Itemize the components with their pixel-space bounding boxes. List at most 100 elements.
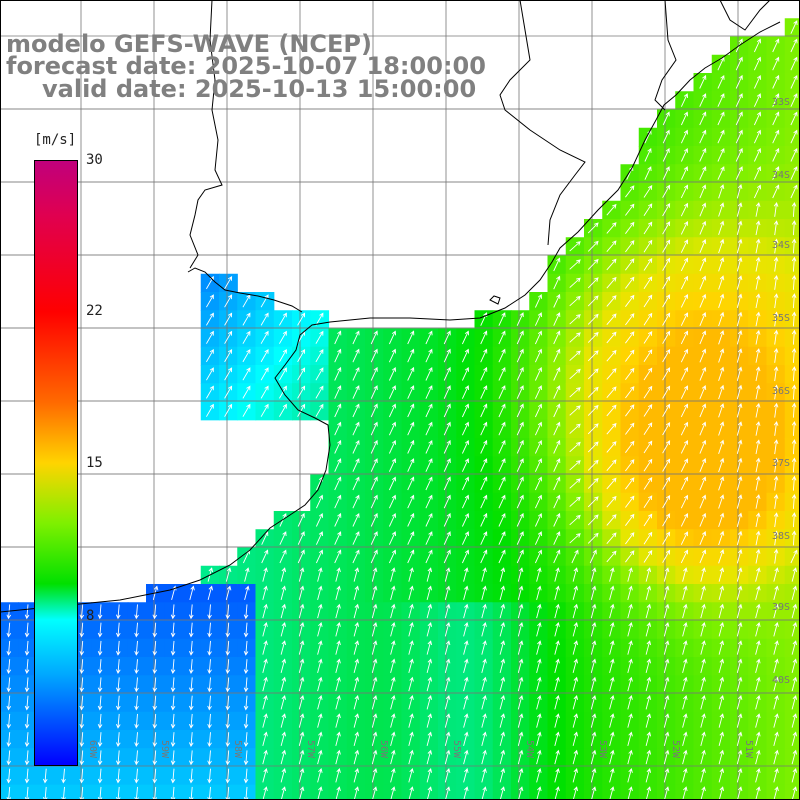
wind-arrow [791,402,797,418]
wind-arrow [170,677,176,693]
wind-arrow [587,441,599,453]
wind-arrow [791,293,797,309]
wind-arrow [772,93,780,107]
wind-arrow [297,403,306,417]
wind-speed-cell [638,492,658,512]
wind-arrow [589,549,597,564]
wind-arrow [772,38,780,53]
wind-arrow [297,512,305,527]
wind-arrow [334,385,342,399]
wind-arrow [534,293,543,308]
wind-arrow [791,475,797,491]
wind-arrow [207,640,212,656]
wind-arrow [480,385,488,399]
wind-arrow [390,767,396,783]
wind-arrow [207,659,212,675]
wind-arrow [718,202,725,217]
wind-arrow [645,585,652,601]
wind-arrow [791,220,797,236]
wind-arrow [481,585,487,601]
wind-arrow [662,221,671,235]
wind-arrow [606,514,617,526]
wind-arrow [461,385,470,399]
wind-arrow [736,183,743,199]
wind-arrow [407,366,415,381]
wind-arrow [773,384,779,400]
wind-arrow [425,494,433,509]
wind-arrow [334,476,342,491]
wind-arrow [335,676,341,692]
wind-arrow [353,640,360,655]
wind-arrow [536,640,542,655]
wind-arrow [625,313,635,326]
wind-arrow [425,348,433,363]
wind-arrow [24,750,30,766]
wind-arrow [188,713,194,729]
wind-arrow [773,475,779,491]
wind-arrow [280,731,287,747]
wind-arrow [554,694,560,710]
wind-arrow [408,676,414,692]
wind-arrow [426,585,433,601]
wind-arrow [334,494,342,509]
wind-arrow [790,549,798,564]
wind-arrow [224,312,233,326]
wind-speed-cell [602,474,622,494]
wind-arrow [352,403,360,418]
wind-arrow [408,567,414,582]
wind-arrow [97,786,103,800]
wind-arrow [553,439,561,454]
wind-arrow [534,476,543,491]
wind-arrow [554,749,560,765]
wind-arrow [753,38,762,53]
wind-arrow [279,403,287,417]
wind-arrow [390,585,396,601]
wind-arrow [480,494,488,509]
wind-arrow [663,585,670,601]
wind-arrow [736,640,743,655]
wind-arrow [753,184,762,199]
wind-arrow [480,330,488,345]
wind-arrow [42,768,48,784]
wind-arrow [717,129,725,144]
wind-arrow [572,713,579,728]
lon-label-57w: 57W [305,740,316,759]
wind-arrow [680,549,689,564]
wind-arrow [280,658,287,674]
wind-arrow [680,147,689,162]
wind-arrow [553,348,561,363]
wind-arrow [370,494,378,509]
wind-arrow [444,603,451,619]
wind-arrow [443,439,451,454]
wind-arrow [663,749,670,765]
wind-arrow [663,676,670,692]
wind-arrow [463,786,469,800]
wind-arrow [627,640,633,655]
wind-arrow [536,786,542,800]
wind-arrow [643,258,653,271]
wind-arrow [773,420,779,436]
map-title-forecast-date: forecast date: 2025-10-07 18:00:00 [6,52,486,80]
wind-arrow [606,313,617,325]
wind-arrow [461,439,470,454]
wind-arrow [481,621,487,637]
wind-arrow [590,694,597,710]
wind-arrow [498,531,506,545]
wind-arrow [791,384,797,400]
wind-arrow [534,312,543,326]
lon-label-52w: 52W [670,740,681,759]
wind-arrow [262,767,268,783]
wind-arrow [718,366,725,381]
wind-arrow [24,713,30,729]
wind-arrow [280,640,287,655]
wind-arrow [606,441,617,453]
wind-arrow [736,530,743,546]
wind-arrow [680,129,689,144]
wind-arrow [662,494,671,509]
wind-arrow [625,440,635,453]
wind-arrow [790,20,798,34]
wind-speed-cell [784,219,800,238]
wind-arrow [152,604,158,620]
wind-arrow [682,567,688,582]
wind-arrow [498,348,506,363]
